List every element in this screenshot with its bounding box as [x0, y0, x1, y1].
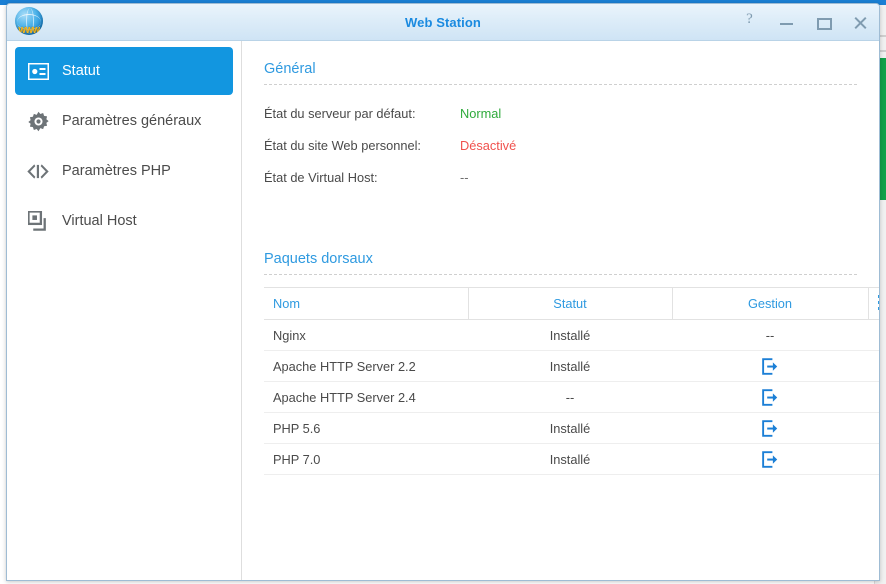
package-action — [672, 443, 868, 475]
info-row: État du site Web personnel: Désactivé — [264, 129, 857, 161]
table-row[interactable]: PHP 5.6 Installé — [264, 412, 879, 444]
status-badge: -- — [460, 169, 469, 185]
minimize-icon[interactable] — [778, 14, 795, 31]
table-row[interactable]: Apache HTTP Server 2.2 Installé — [264, 350, 879, 382]
section-divider — [264, 84, 857, 85]
info-label: État du site Web personnel: — [264, 137, 421, 153]
scrollbar-tick — [876, 35, 886, 37]
packages-section-title: Paquets dorsaux — [264, 251, 373, 267]
package-status: Installé — [468, 412, 672, 444]
column-header-statut[interactable]: Statut — [468, 287, 673, 320]
enter-arrow-icon[interactable] — [762, 358, 778, 376]
enter-arrow-icon[interactable] — [762, 389, 778, 407]
package-name: Apache HTTP Server 2.4 — [264, 381, 468, 413]
sidebar-item-label: Statut — [62, 63, 100, 79]
package-action — [672, 350, 868, 382]
id-card-icon — [27, 60, 49, 82]
status-badge: Désactivé — [460, 137, 517, 153]
package-name: PHP 5.6 — [264, 412, 468, 444]
backend-packages-table: Nom Statut Gestion Nginx Installé - — [264, 287, 879, 475]
window-controls — [741, 4, 869, 40]
info-row: État du serveur par défaut: Normal — [264, 97, 857, 129]
general-section-title: Général — [264, 61, 316, 77]
sidebar-item-label: Paramètres généraux — [62, 113, 202, 129]
info-label: État du serveur par défaut: — [264, 105, 416, 121]
sidebar-item-statut[interactable]: Statut — [15, 47, 233, 95]
enter-arrow-icon[interactable] — [762, 451, 778, 469]
sidebar-item-label: Paramètres PHP — [62, 163, 171, 179]
package-status: -- — [468, 381, 672, 413]
gear-icon — [27, 110, 49, 132]
row-spacer — [868, 350, 879, 382]
table-header-row: Nom Statut Gestion — [264, 287, 879, 320]
row-spacer — [868, 381, 879, 413]
row-spacer — [868, 319, 879, 351]
package-name: Apache HTTP Server 2.2 — [264, 350, 468, 382]
www-globe-icon: WWW — [15, 7, 45, 37]
window-body: Statut Paramètres généraux — [7, 41, 879, 580]
table-row[interactable]: PHP 7.0 Installé — [264, 443, 879, 475]
window-title: Web Station — [405, 14, 481, 30]
package-status: Installé — [468, 319, 672, 351]
column-header-gestion[interactable]: Gestion — [672, 287, 868, 320]
sidebar-item-label: Virtual Host — [62, 213, 137, 229]
sidebar-item-virtual-host[interactable]: Virtual Host — [15, 197, 233, 245]
stacked-windows-icon — [27, 210, 49, 232]
question-mark-icon[interactable] — [741, 11, 758, 31]
table-row[interactable]: Apache HTTP Server 2.4 -- — [264, 381, 879, 413]
page-scrollbar-thumb[interactable] — [876, 58, 886, 200]
package-action: -- — [672, 319, 868, 351]
sidebar-item-parametres-php[interactable]: Paramètres PHP — [15, 147, 233, 195]
status-badge: Normal — [460, 105, 502, 121]
code-brackets-icon — [27, 160, 49, 182]
sidebar-item-parametres-generaux[interactable]: Paramètres généraux — [15, 97, 233, 145]
info-row: État de Virtual Host: -- — [264, 161, 857, 193]
kebab-menu-icon[interactable] — [867, 287, 879, 320]
package-name: PHP 7.0 — [264, 443, 468, 475]
package-action — [672, 412, 868, 444]
section-spacer — [264, 193, 857, 251]
package-status: Installé — [468, 350, 672, 382]
row-spacer — [868, 443, 879, 475]
close-icon[interactable] — [852, 14, 869, 31]
column-header-nom[interactable]: Nom — [264, 287, 469, 320]
package-action — [672, 381, 868, 413]
package-name: Nginx — [264, 319, 468, 351]
sidebar: Statut Paramètres généraux — [7, 41, 242, 580]
info-label: État de Virtual Host: — [264, 169, 378, 185]
row-spacer — [868, 412, 879, 444]
section-divider — [264, 274, 857, 275]
web-station-window: WWW Web Station — [6, 3, 880, 581]
window-titlebar[interactable]: WWW Web Station — [7, 4, 879, 41]
package-status: Installé — [468, 443, 672, 475]
table-row[interactable]: Nginx Installé -- — [264, 319, 879, 351]
enter-arrow-icon[interactable] — [762, 420, 778, 438]
desktop-top-strip — [0, 0, 886, 5]
maximize-icon[interactable] — [815, 14, 832, 31]
scrollbar-tick — [876, 50, 886, 52]
content-panel: Général État du serveur par défaut: Norm… — [242, 41, 879, 580]
